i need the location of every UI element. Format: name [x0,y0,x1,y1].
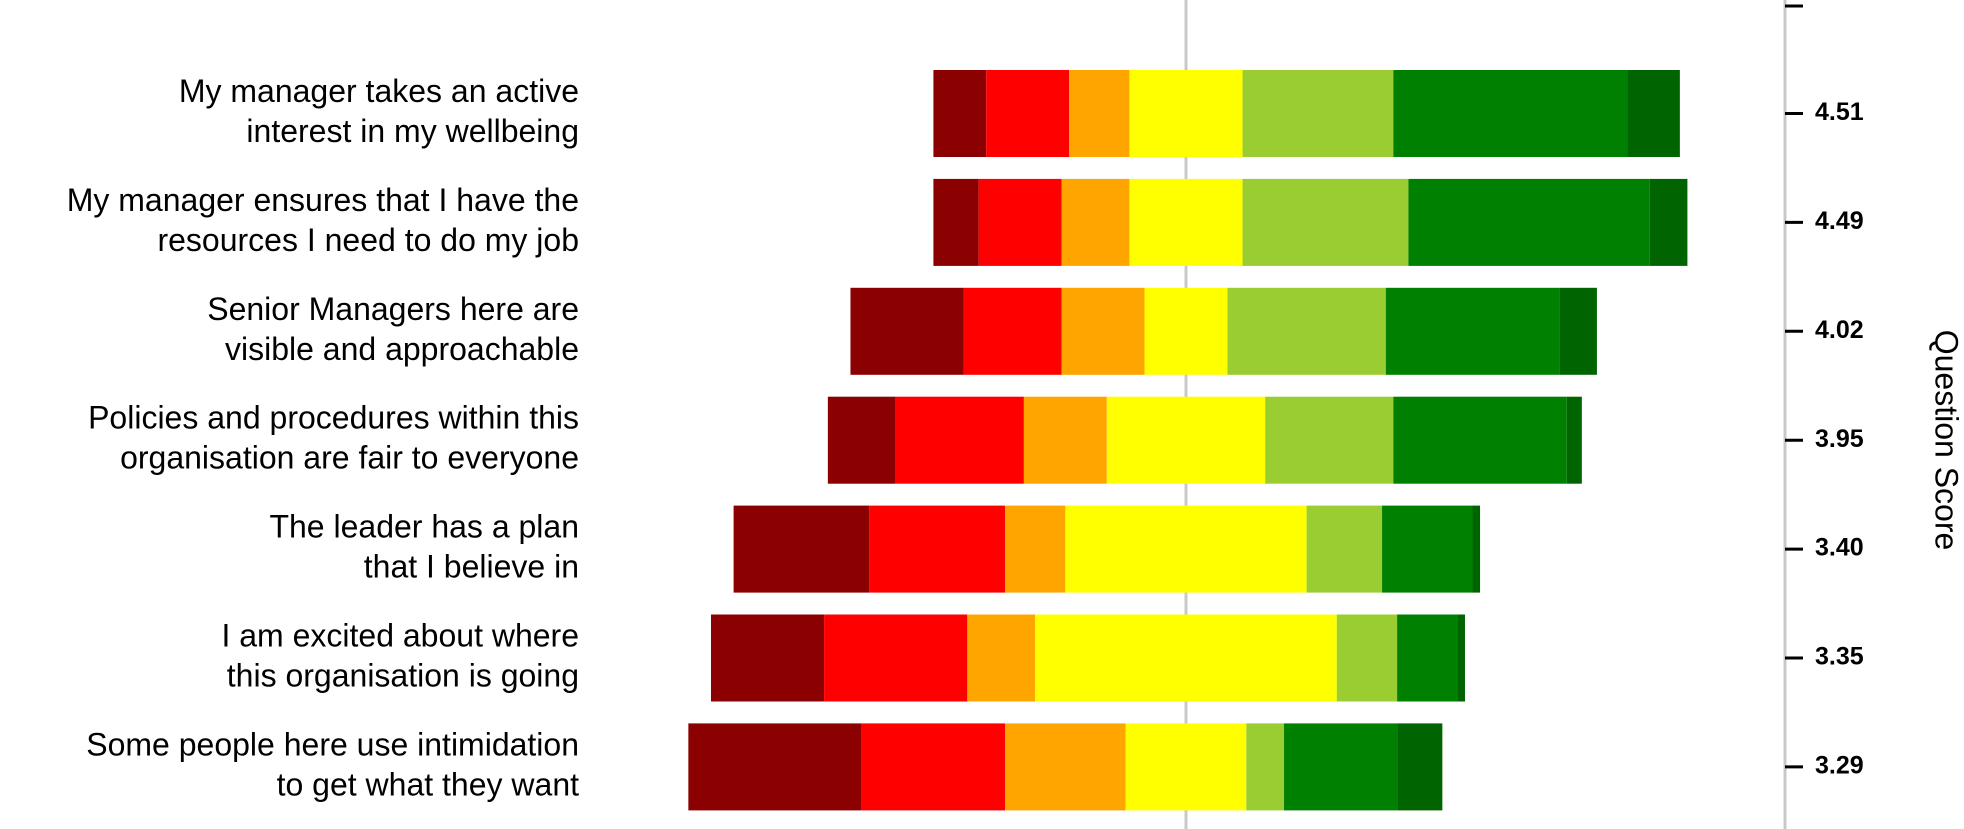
bar-segment [1227,287,1386,375]
bar-segment [1065,505,1307,593]
bar-segment [1393,70,1628,157]
bar-segment [1627,70,1680,157]
bar-segment [710,614,825,702]
bar-segment [1061,178,1130,266]
bar-segment [1144,287,1228,375]
bar-segment [933,178,979,266]
bar-segment [986,70,1070,157]
score-label: 3.35 [1815,643,1864,671]
y2-axis-title: Question Score [1929,330,1964,551]
bar-segment [1069,70,1130,157]
bar-segment [963,287,1062,375]
bar-segment [1023,396,1107,484]
score-label: 3.29 [1815,752,1864,780]
category-label: resources I need to do my job [157,222,579,258]
bar-segment [733,505,870,593]
score-label: 4.02 [1815,316,1864,344]
category-label: this organisation is going [227,657,579,693]
bar-segment [1129,178,1243,266]
bar-segment [1265,396,1394,484]
bar-segment [1242,178,1409,266]
score-label: 3.40 [1815,534,1864,562]
category-label: to get what they want [277,766,580,802]
category-label: The leader has a plan [269,509,579,545]
bar-segment [869,505,1006,593]
bar-segment [1061,287,1145,375]
bar-segment [1246,723,1285,811]
category-label: Senior Managers here are [207,291,579,327]
bar-segment [1129,70,1243,157]
bar-segment [850,287,964,375]
bar-segment [978,178,1062,266]
bar-segment [1408,178,1650,266]
category-label: My manager takes an active [179,73,579,109]
bar-segment [1125,723,1247,811]
category-label: Policies and procedures within this [88,400,579,436]
bar-segment [1385,287,1560,375]
bar-segment [967,614,1036,702]
bar-segment [1397,614,1458,702]
score-label: 4.49 [1815,207,1864,235]
bar-segment [1393,396,1567,484]
category-label: interest in my wellbeing [246,113,579,149]
category-label: organisation are fair to everyone [120,440,579,476]
bar-segment [1382,505,1473,593]
bar-segment [1306,505,1383,593]
bar-segment [688,723,862,811]
score-label: 3.95 [1815,425,1864,453]
bar-segment [1005,723,1126,811]
bar-segment [1242,70,1394,157]
category-label: I am excited about where [221,617,579,653]
bar-segment [1035,614,1337,702]
category-label: visible and approachable [225,331,579,367]
bar-segment [1566,396,1582,484]
bar-segment [933,70,987,157]
bar-segment [895,396,1024,484]
category-label: My manager ensures that I have the [67,182,579,218]
bar-segment [827,396,896,484]
bar-segment [1005,505,1066,593]
bar-segment [861,723,1006,811]
score-label: 4.51 [1815,98,1864,126]
bar-segment [1336,614,1398,702]
bar-segment [1106,396,1266,484]
bar-segment [824,614,968,702]
category-label: that I believe in [364,549,579,585]
bar-segment [1472,505,1481,593]
bar-segment [1649,178,1688,266]
bar-segment [1284,723,1398,811]
bar-segment [1559,287,1597,375]
bar-segment [1397,723,1443,811]
category-label: Some people here use intimidation [86,726,579,762]
bar-segment [1457,614,1465,702]
